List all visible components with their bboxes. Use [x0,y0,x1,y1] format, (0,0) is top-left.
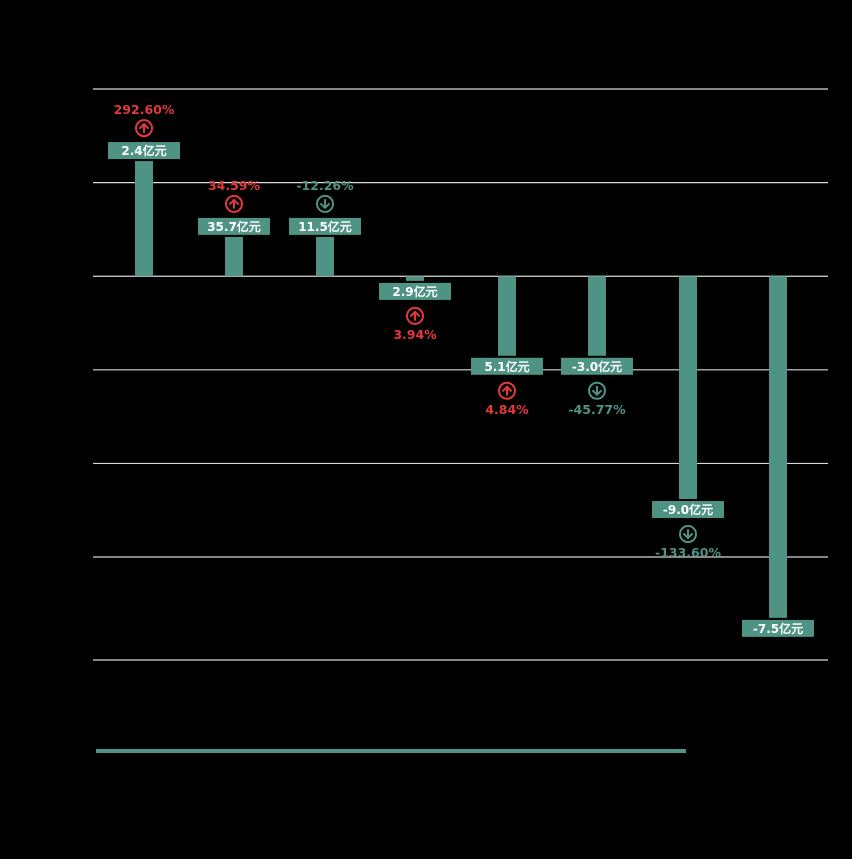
bar-value-label: 35.7亿元 [207,219,261,234]
arrow-up-circle-icon [498,381,516,400]
grid-layer [93,88,828,661]
bar-value-label: -3.0亿元 [572,359,622,374]
bar-value-box [742,619,814,637]
bar-value-label: 5.1亿元 [484,359,529,374]
change-percent-label: -133.60% [655,545,721,560]
arrow-up-circle-icon [225,194,243,213]
label-layer: 2.4亿元 292.60% 35.7亿元 34.59% 11.5亿元 -12.26% 2.9… [108,102,814,637]
bar [225,236,243,277]
scroll-track-bar [96,749,686,753]
change-percent-label: 4.84% [485,402,529,417]
bar-value-box [471,357,543,375]
change-percent-label: -45.77% [568,402,626,417]
arrow-up-circle-icon [406,306,424,325]
change-percent-label: -12.26% [296,178,354,193]
bar-layer [135,161,787,618]
bar-value-box [561,357,633,375]
bar [316,236,334,277]
bar-value-box [652,500,724,518]
bar [406,276,424,281]
bar-value-label: -9.0亿元 [663,502,713,517]
bar-value-box [289,217,361,235]
bar-value-label: 2.9亿元 [392,284,437,299]
arrow-down-circle-icon [679,524,697,543]
change-percent-label: 34.59% [208,178,261,193]
bar-value-box [379,282,451,300]
bar [769,276,787,618]
bar [135,161,153,277]
arrow-up-circle-icon [135,119,153,138]
change-percent-label: 3.94% [393,327,437,342]
bar [679,276,697,499]
bar-value-box [198,217,270,235]
bar [588,276,606,356]
bar-value-label: 2.4亿元 [121,143,166,158]
bar [498,276,516,356]
arrow-down-circle-icon [588,381,606,400]
bar-value-box [108,142,180,160]
change-percent-label: 292.60% [114,102,175,117]
bar-value-label: -7.5亿元 [753,621,803,636]
bar-value-label: 11.5亿元 [298,219,352,234]
arrow-down-circle-icon [316,194,334,213]
scroll-track [96,749,686,753]
